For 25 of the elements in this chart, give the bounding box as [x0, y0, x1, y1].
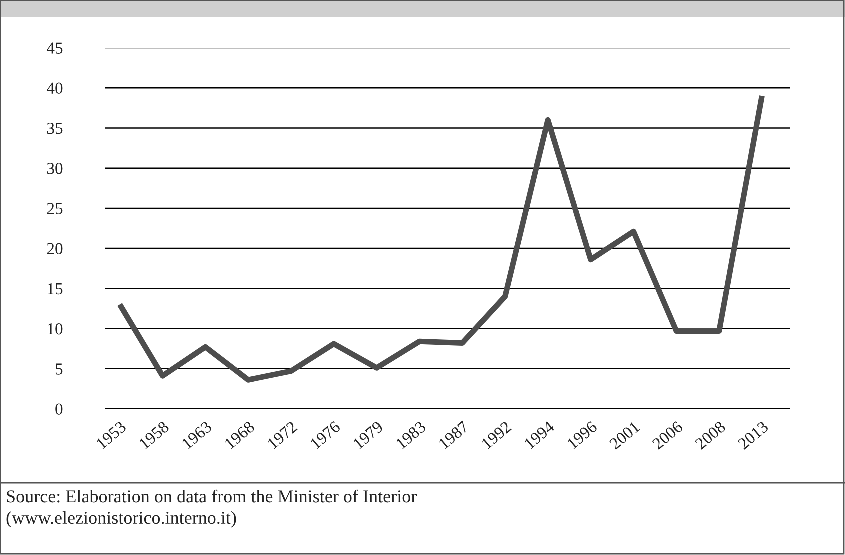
x-tick-label: 1983: [396, 420, 427, 450]
x-tick-label: 1979: [352, 420, 384, 450]
y-tick-label: 40: [46, 82, 63, 94]
x-tick-label: 1992: [481, 421, 512, 450]
y-tick-label: 45: [46, 42, 63, 54]
source-note: Source: Elaboration on data from the Minister of Interior (www.elezionistorico.interno.it): [6, 490, 417, 528]
y-tick-label: 25: [47, 203, 63, 214]
x-tick-label: 1994: [524, 420, 556, 450]
x-tick-label: 1976: [310, 420, 342, 450]
y-tick-label: 0: [56, 404, 63, 415]
x-tick-label: 2013: [738, 420, 770, 450]
x-tick-label: 1968: [224, 420, 256, 450]
y-tick-label: 20: [47, 243, 63, 254]
x-tick-label: 1958: [138, 420, 170, 450]
y-tick-label: 10: [48, 323, 63, 335]
y-tick-label: 15: [48, 283, 63, 295]
y-tick-label: 35: [47, 122, 63, 134]
x-tick-label: 2001: [609, 421, 641, 450]
x-tick-label: 1972: [267, 421, 298, 450]
y-tick-label: 30: [47, 163, 63, 174]
y-tick-label: 5: [56, 364, 63, 375]
x-tick-label: 1953: [96, 420, 128, 450]
x-tick-label: 2008: [694, 420, 726, 450]
x-tick-label: 1963: [182, 420, 213, 450]
x-tick-label: 1996: [566, 420, 598, 450]
